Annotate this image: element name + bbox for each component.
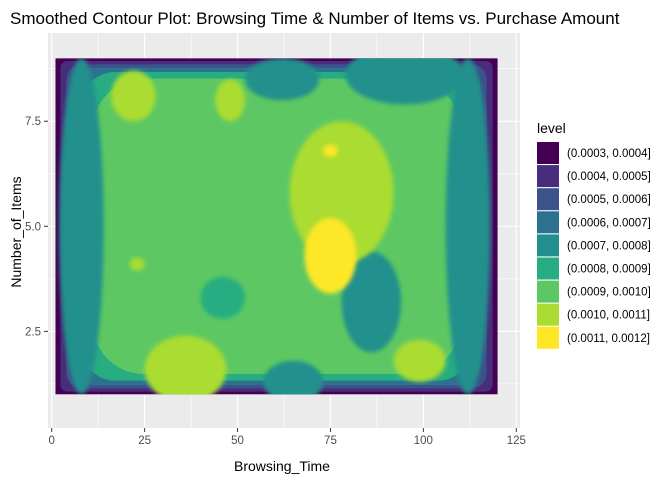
chart-title: Smoothed Contour Plot: Browsing Time & N…: [10, 9, 620, 28]
legend-swatch: [537, 165, 559, 188]
legend-swatch: [537, 280, 559, 303]
x-tick-label: 100: [414, 435, 433, 447]
legend-swatch: [537, 303, 559, 326]
contour-region: [129, 257, 145, 271]
legend-swatch: [537, 211, 559, 234]
contour-region: [244, 58, 320, 101]
y-tick-label: 2.5: [25, 326, 41, 338]
contour-region: [200, 276, 245, 319]
legend-label: (0.0003, 0.0004]: [567, 148, 651, 160]
y-tick-label: 7.5: [25, 116, 41, 128]
legend-title: level: [537, 120, 566, 136]
legend-label: (0.0006, 0.0007]: [567, 217, 651, 229]
legend-swatch: [537, 257, 559, 280]
x-tick-label: 0: [49, 435, 55, 447]
legend-label: (0.0009, 0.0010]: [567, 287, 651, 299]
legend-swatch: [537, 326, 559, 349]
contour-region: [345, 58, 465, 105]
legend-label: (0.0011, 0.0012]: [567, 333, 650, 345]
contour-region: [111, 70, 156, 122]
x-tick-label: 75: [324, 435, 337, 447]
contour-region: [59, 58, 104, 395]
legend-label: (0.0008, 0.0009]: [567, 264, 651, 276]
contour-fills: [55, 58, 498, 395]
contour-region: [341, 251, 402, 353]
x-axis: 0 25 50 75 100 125: [49, 428, 526, 447]
contour-band: [92, 78, 461, 375]
y-tick-label: 5.0: [25, 221, 41, 233]
legend-label: (0.0010, 0.0011]: [567, 310, 650, 322]
x-tick-label: 50: [231, 435, 244, 447]
contour-region: [263, 360, 324, 395]
contour-region: [215, 79, 245, 122]
contour-region: [393, 339, 446, 382]
x-tick-label: 25: [138, 435, 151, 447]
x-tick-label: 125: [507, 435, 526, 447]
contour-region: [304, 217, 357, 294]
y-axis-title: Number_of_Items: [8, 176, 24, 287]
legend-swatch: [537, 188, 559, 211]
contour-region: [144, 335, 227, 395]
legend-label: (0.0005, 0.0006]: [567, 194, 651, 206]
legend-swatch: [537, 142, 559, 164]
x-axis-title: Browsing_Time: [234, 458, 330, 474]
legend-label: (0.0004, 0.0005]: [567, 171, 651, 183]
contour-region: [323, 144, 338, 157]
legend-label: (0.0007, 0.0008]: [567, 240, 651, 252]
legend: level (0.0003, 0.0004] (0.0004, 0.0005] (0…: [537, 120, 651, 349]
contour-region: [445, 58, 491, 395]
legend-swatch: [537, 234, 559, 257]
y-axis: 2.5 5.0 7.5: [25, 116, 48, 338]
